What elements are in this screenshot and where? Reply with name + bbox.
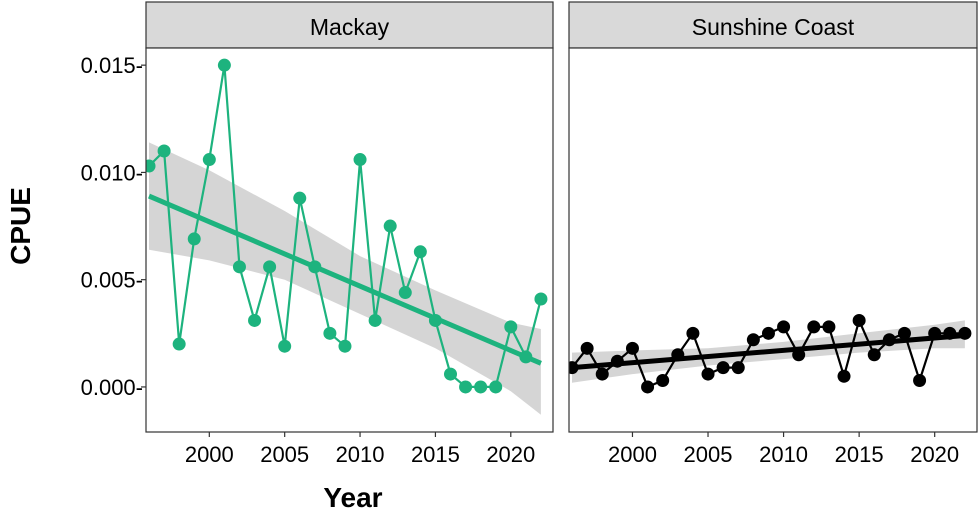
plot-area bbox=[146, 58, 548, 415]
data-point bbox=[580, 341, 594, 355]
y-axis-title: CPUE bbox=[5, 187, 36, 265]
x-tick-label: 2015 bbox=[411, 442, 460, 467]
data-point bbox=[413, 245, 427, 259]
x-axis-title: Year bbox=[323, 482, 382, 513]
data-point bbox=[428, 313, 442, 327]
x-tick-label: 2010 bbox=[759, 442, 808, 467]
data-point bbox=[928, 326, 942, 340]
data-point bbox=[777, 320, 791, 334]
x-tick-label: 2010 bbox=[336, 442, 385, 467]
x-tick-label: 2005 bbox=[260, 442, 309, 467]
y-axis: 0.000- 0.005- 0.010- 0.015- bbox=[81, 53, 146, 400]
trend-line bbox=[148, 193, 542, 366]
y-tick-label: 0.010- bbox=[81, 160, 143, 185]
data-point bbox=[443, 367, 457, 381]
plot-area bbox=[569, 313, 972, 394]
data-point bbox=[278, 339, 292, 353]
panel-mackay: Mackay 2000 2005 2010 2015 2020 bbox=[145, 1, 554, 467]
x-tick-label: 2000 bbox=[608, 442, 657, 467]
data-point bbox=[569, 361, 579, 375]
x-tick-label: 2000 bbox=[185, 442, 234, 467]
strip-background bbox=[568, 1, 978, 49]
data-point bbox=[263, 260, 277, 274]
data-point bbox=[187, 232, 201, 246]
data-point bbox=[308, 260, 322, 274]
x-tick-label: 2015 bbox=[835, 442, 884, 467]
y-tick-label: 0.015- bbox=[81, 53, 143, 78]
data-point bbox=[353, 153, 367, 167]
data-point bbox=[610, 354, 624, 368]
strip-background bbox=[145, 1, 554, 49]
data-point bbox=[504, 320, 518, 334]
data-point bbox=[217, 58, 231, 72]
trend-line bbox=[571, 332, 966, 371]
data-point bbox=[943, 326, 957, 340]
x-tick-label: 2005 bbox=[684, 442, 733, 467]
data-point bbox=[882, 333, 896, 347]
data-point bbox=[519, 350, 533, 364]
y-tick-label: 0.000- bbox=[81, 375, 143, 400]
data-point bbox=[913, 374, 927, 388]
strip-label: Mackay bbox=[310, 14, 390, 40]
panel-sunshine-coast: Sunshine Coast 2000 2005 2010 2015 2020 bbox=[568, 1, 978, 467]
data-point bbox=[731, 361, 745, 375]
data-point bbox=[641, 380, 655, 394]
data-point bbox=[474, 380, 488, 394]
data-point bbox=[248, 313, 262, 327]
data-point bbox=[822, 320, 836, 334]
data-point bbox=[368, 313, 382, 327]
data-point bbox=[338, 339, 352, 353]
data-point bbox=[202, 153, 216, 167]
data-point bbox=[867, 348, 881, 362]
data-point bbox=[595, 367, 609, 381]
data-point bbox=[761, 326, 775, 340]
data-point bbox=[293, 191, 307, 205]
data-point bbox=[146, 159, 156, 173]
x-tick-label: 2020 bbox=[486, 442, 535, 467]
data-point bbox=[625, 341, 639, 355]
data-point bbox=[398, 286, 412, 300]
data-point bbox=[897, 326, 911, 340]
data-point bbox=[157, 144, 171, 158]
data-point bbox=[383, 219, 397, 233]
data-point bbox=[852, 313, 866, 327]
data-point bbox=[701, 367, 715, 381]
data-point bbox=[323, 326, 337, 340]
data-point bbox=[807, 320, 821, 334]
data-point bbox=[686, 326, 700, 340]
data-point bbox=[656, 374, 670, 388]
y-tick-label: 0.005- bbox=[81, 268, 143, 293]
panel-border bbox=[568, 47, 978, 433]
data-point bbox=[792, 348, 806, 362]
data-point bbox=[459, 380, 473, 394]
data-point bbox=[716, 361, 730, 375]
x-tick-label: 2020 bbox=[910, 442, 959, 467]
data-point bbox=[534, 292, 548, 306]
data-point bbox=[837, 369, 851, 383]
data-point bbox=[172, 337, 186, 351]
data-point bbox=[746, 333, 760, 347]
data-point bbox=[671, 348, 685, 362]
data-point bbox=[232, 260, 246, 274]
panel-border bbox=[145, 47, 554, 433]
data-point bbox=[958, 326, 972, 340]
data-point bbox=[489, 380, 503, 394]
strip-label: Sunshine Coast bbox=[692, 14, 855, 40]
